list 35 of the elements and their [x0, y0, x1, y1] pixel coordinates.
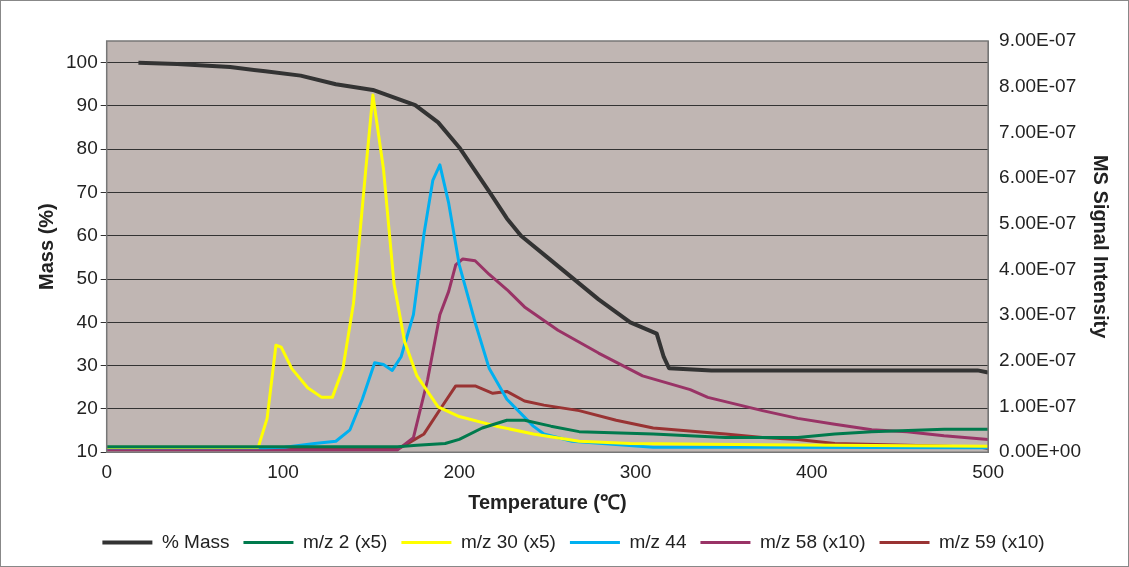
y2-tick-label: 7.00E-07: [999, 120, 1077, 142]
y-tick-label: 100: [66, 50, 98, 72]
legend-label: m/z 2 (x5): [302, 530, 388, 552]
x-tick-label: 0: [101, 460, 112, 482]
legend-label: m/z 59 (x10): [939, 530, 1045, 552]
y-tick-label: 70: [76, 180, 98, 202]
y2-tick-label: 4.00E-07: [999, 257, 1077, 279]
y2-tick-label: 0.00E+00: [999, 440, 1082, 462]
y2-tick-label: 2.00E-07: [999, 349, 1077, 371]
x-axis-title: Temperature (℃): [468, 490, 627, 513]
x-tick-label: 300: [619, 460, 652, 482]
y-tick-label: 40: [76, 310, 98, 332]
y-tick-label: 30: [76, 353, 98, 375]
y-tick-label: 20: [76, 397, 98, 419]
x-tick-label: 200: [443, 460, 476, 482]
y2-tick-label: 3.00E-07: [999, 303, 1077, 325]
legend-label: m/z 44: [629, 530, 687, 552]
x-tick-label: 500: [972, 460, 1004, 482]
y2-tick-label: 9.00E-07: [999, 29, 1077, 51]
y-tick-label: 80: [76, 137, 98, 159]
y2-tick-label: 6.00E-07: [999, 166, 1077, 188]
legend-label: m/z 58 (x10): [759, 530, 866, 552]
y-axis-title: Mass (%): [34, 203, 57, 290]
y2-tick-label: 8.00E-07: [999, 74, 1077, 96]
y-tick-label: 10: [76, 440, 98, 462]
y-tick-label: 50: [76, 267, 98, 289]
y-tick-label: 60: [76, 224, 98, 246]
y2-tick-label: 5.00E-07: [999, 211, 1077, 233]
x-tick-label: 100: [267, 460, 299, 482]
x-tick-label: 400: [795, 460, 828, 482]
legend-label: m/z 30 (x5): [460, 530, 556, 552]
y-tick-label: 90: [76, 94, 98, 116]
y2-tick-label: 1.00E-07: [999, 394, 1077, 416]
legend-label: % Mass: [161, 530, 230, 552]
y2-axis-title: MS Signal Intensity: [1090, 154, 1113, 340]
